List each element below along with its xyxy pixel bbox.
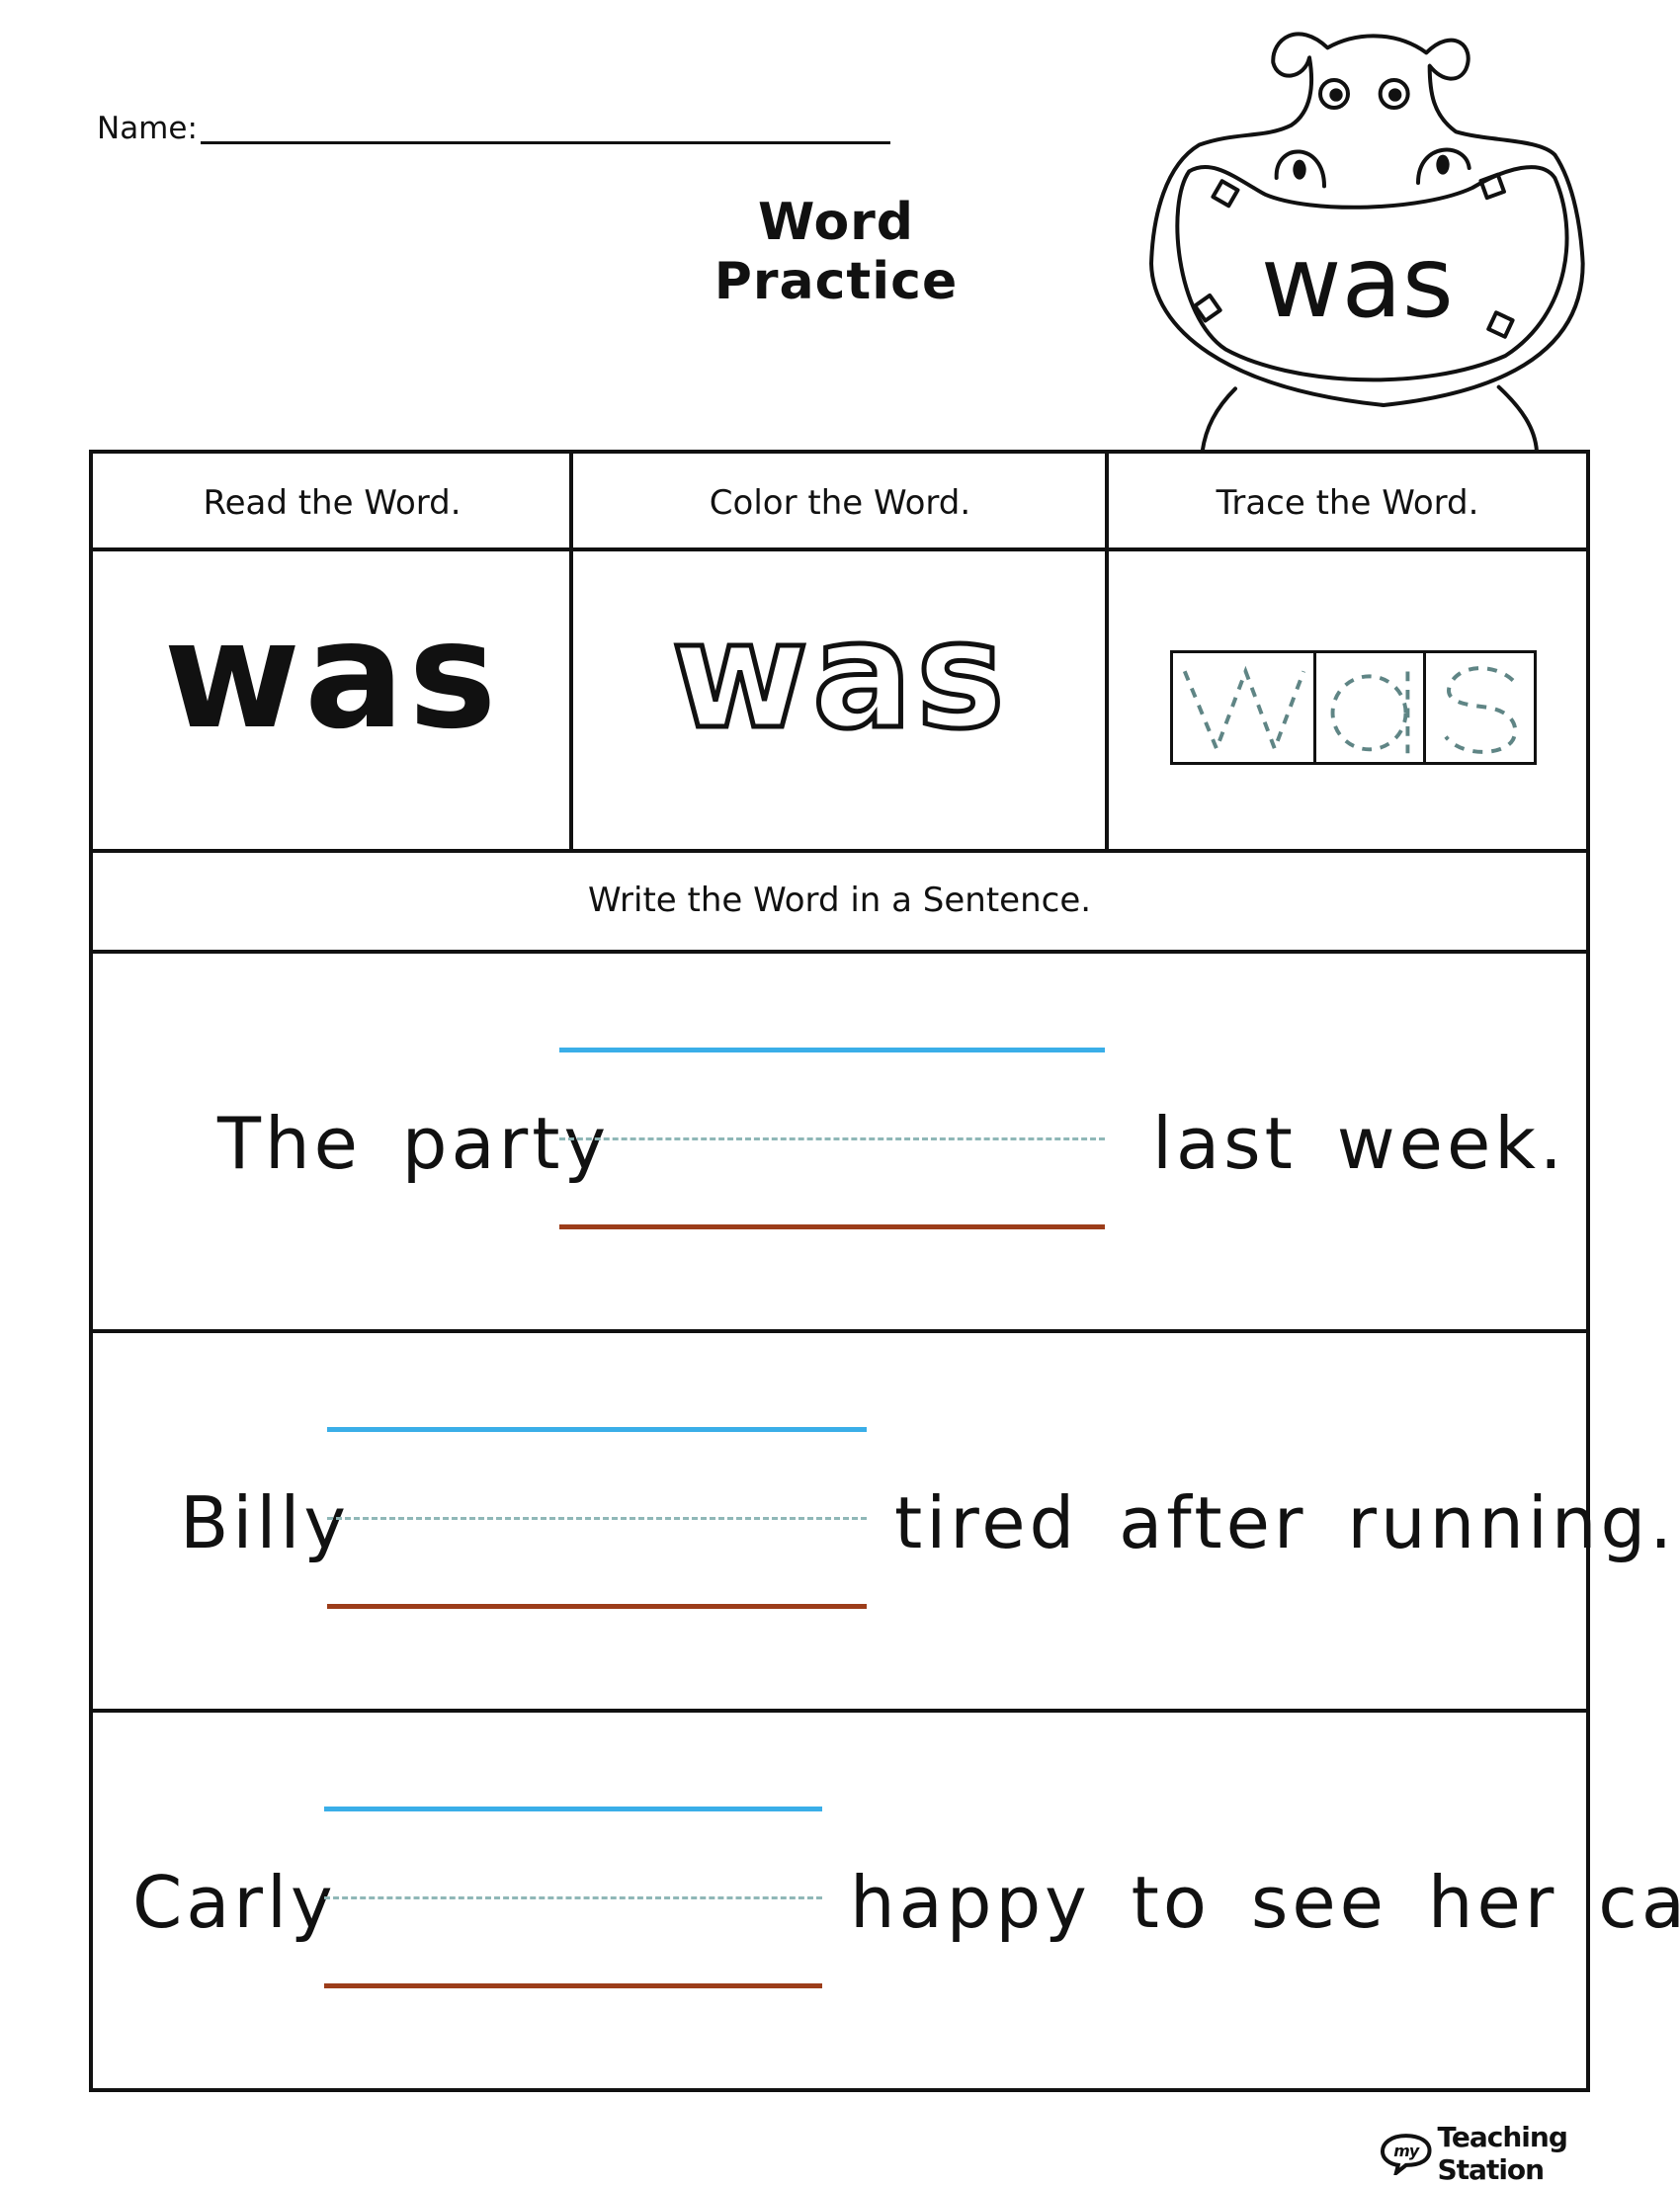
sentence-after: tired after running.	[894, 1481, 1676, 1564]
page-title: Word Practice	[638, 193, 1034, 311]
writing-top-line	[327, 1427, 867, 1432]
read-word: was	[93, 602, 571, 750]
answer-blank[interactable]	[324, 1983, 822, 1988]
sentence-after: last week.	[1152, 1102, 1566, 1185]
name-input-line[interactable]	[201, 141, 890, 144]
sentence-after: happy to see her cat.	[850, 1861, 1680, 1944]
writing-top-line	[559, 1048, 1105, 1052]
writing-mid-line	[559, 1137, 1105, 1140]
trace-letter-s[interactable]	[1426, 653, 1534, 762]
dashed-letter-a	[1316, 653, 1423, 762]
dashed-letter-s	[1426, 653, 1534, 762]
writing-top-line	[324, 1807, 822, 1811]
hippo-body-left	[1203, 388, 1235, 451]
answer-blank[interactable]	[559, 1224, 1105, 1229]
divider	[93, 849, 1586, 853]
column-header-trace: Trace the Word.	[1109, 483, 1586, 523]
trace-letter-a[interactable]	[1316, 653, 1426, 762]
hippo-illustration: was	[1087, 0, 1680, 464]
dashed-letter-w	[1173, 653, 1313, 762]
svg-text:my: my	[1393, 2142, 1420, 2160]
sentence-row-3: Carly happy to see her cat.	[93, 1713, 1586, 2088]
writing-mid-line	[324, 1896, 822, 1899]
sentence-row-1: The party last week.	[93, 954, 1586, 1329]
writing-mid-line	[327, 1517, 867, 1520]
logo-text: Teaching Station	[1438, 2121, 1680, 2186]
column-header-color: Color the Word.	[573, 483, 1107, 523]
worksheet-table: Read the Word. Color the Word. Trace the…	[89, 450, 1590, 2092]
trace-letter-w[interactable]	[1173, 653, 1316, 762]
column-header-read: Read the Word.	[93, 483, 571, 523]
name-label: Name:	[97, 111, 198, 146]
color-word[interactable]: was	[573, 602, 1107, 750]
sentence-before: Billy	[180, 1481, 350, 1564]
sentence-section-header: Write the Word in a Sentence.	[93, 881, 1586, 920]
sentence-row-2: Billy tired after running.	[93, 1333, 1586, 1709]
answer-blank[interactable]	[327, 1604, 867, 1609]
hippo-word: was	[1261, 224, 1454, 340]
trace-word-box[interactable]	[1170, 650, 1537, 765]
hippo-body-right	[1499, 387, 1537, 452]
sentence-before: The party	[217, 1102, 610, 1185]
teaching-station-logo: my Teaching Station	[1379, 2121, 1680, 2186]
hippo-head-outline	[1151, 34, 1583, 405]
sentence-before: Carly	[132, 1861, 337, 1944]
speech-bubble-icon: my	[1379, 2132, 1434, 2175]
divider	[93, 547, 1586, 551]
